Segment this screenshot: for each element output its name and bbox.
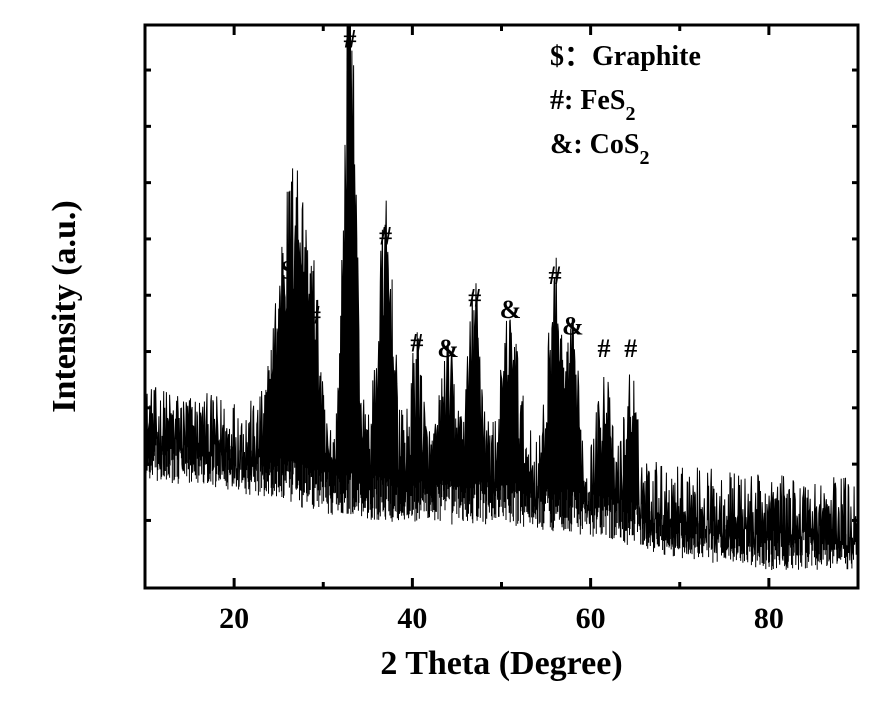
y-axis-label: Intensity (a.u.): [46, 200, 83, 413]
peak-label: #: [308, 300, 321, 329]
peak-label: #: [343, 25, 356, 54]
peak-label: #: [379, 222, 392, 251]
peak-label: &: [500, 295, 522, 324]
xrd-chart: 20 40 60 80 2 Theta (Degree) Intensity (a.u.)…: [0, 0, 883, 712]
peak-label: &: [562, 312, 584, 341]
x-axis-label: 2 Theta (Degree): [380, 645, 622, 682]
legend-item: &: CoS2: [550, 129, 649, 169]
peak-label: #: [410, 329, 423, 358]
peak-label: $: [281, 255, 294, 284]
x-tick-label: 20: [219, 602, 249, 635]
x-tick-label: 80: [754, 602, 784, 635]
x-tick-label: 40: [397, 602, 427, 635]
legend-item: $：Graphite: [550, 41, 701, 72]
chart-svg: 20 40 60 80 2 Theta (Degree) Intensity (a.u.)…: [0, 0, 883, 712]
peak-label: &: [437, 334, 459, 363]
peak-label: #: [548, 261, 561, 290]
peak-label: #: [624, 334, 637, 363]
xrd-signal: [145, 0, 858, 570]
legend-item: #: FeS2: [550, 85, 635, 125]
peak-label: #: [468, 284, 481, 313]
x-tick-label: 60: [576, 602, 606, 635]
peak-label: #: [597, 334, 610, 363]
